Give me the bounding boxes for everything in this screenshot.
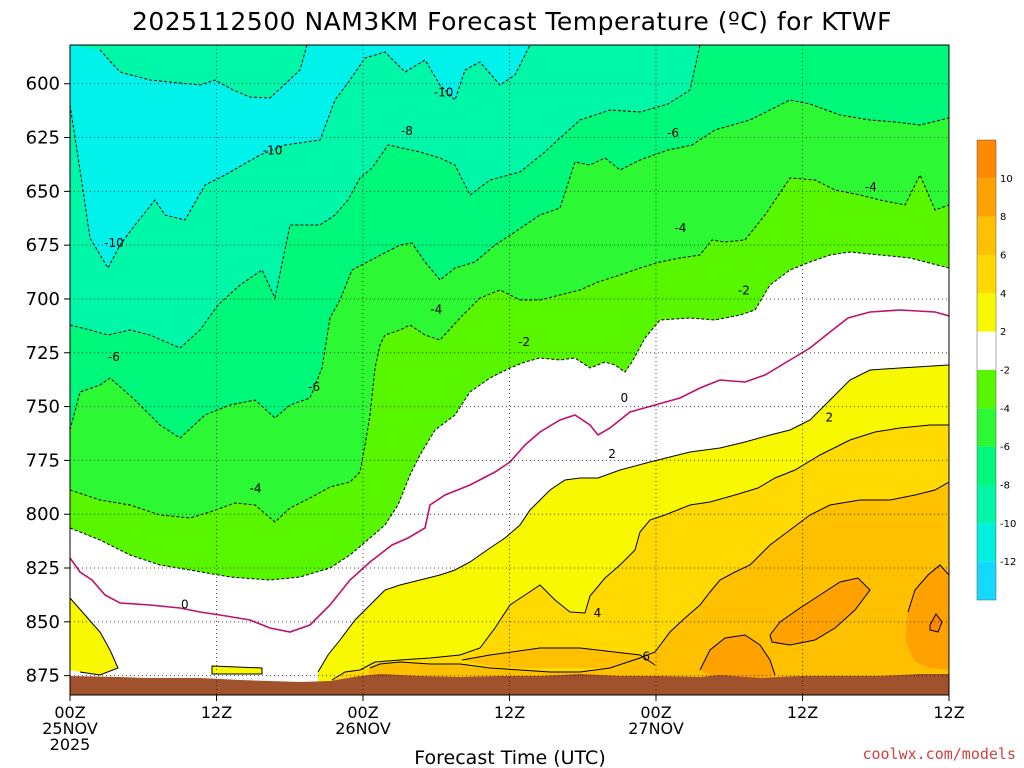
y-tick-label: 600	[26, 74, 60, 95]
colorbar-tick-label: 4	[1000, 289, 1006, 300]
colorbar-tick-label: -6	[1000, 442, 1010, 453]
colorbar-segment	[977, 561, 996, 600]
contour-label: -10	[263, 143, 283, 157]
contour-label: -4	[674, 221, 686, 235]
contour-label: -8	[401, 124, 413, 138]
x-tick-label: 00Z	[640, 703, 671, 722]
contour-label: 0	[620, 391, 628, 405]
colorbar-tick-label: -12	[1000, 557, 1016, 568]
solid-contours	[70, 364, 949, 681]
x-tick-label: 12Z	[933, 703, 964, 722]
colorbar-segment	[977, 485, 996, 524]
zero-isotherm	[70, 309, 949, 633]
x-tick-label: 27NOV	[628, 719, 684, 738]
contour-label: -4	[250, 481, 262, 495]
contour-label: -2	[518, 335, 530, 349]
grid-lines	[70, 45, 949, 695]
colorbar-segment	[977, 255, 996, 294]
contour-label: -6	[108, 350, 120, 364]
contour-label: -4	[865, 180, 877, 194]
colorbar-tick-label: -8	[1000, 481, 1010, 492]
colorbar-frame	[976, 139, 997, 601]
colorbar-segment	[977, 408, 996, 447]
colorbar-segment	[977, 216, 996, 255]
colorbar-tick-label: -4	[1000, 404, 1010, 415]
contour-label: 0	[181, 598, 189, 612]
colorbar-tick-label: 8	[1000, 212, 1006, 223]
y-axis: 600 625 650 675 700 725 750 775 800 825 850 875	[26, 74, 70, 687]
colorbar-segment	[977, 178, 996, 217]
y-tick-label: 725	[26, 343, 60, 364]
colorbar-tick-label: -2	[1000, 366, 1010, 377]
y-tick-label: 875	[26, 666, 60, 687]
x-tick-label: 25NOV	[42, 719, 98, 738]
contour-label: -10	[104, 236, 124, 250]
contour-label: -4	[430, 303, 442, 317]
contour-label: 6	[642, 649, 650, 663]
y-tick-label: 625	[26, 128, 60, 149]
x-tick-label: 2025	[50, 735, 91, 754]
dashed-contours	[70, 45, 949, 581]
x-tick-label: 12Z	[787, 703, 818, 722]
x-tick-label: 26NOV	[335, 719, 391, 738]
band-8-to-10	[700, 565, 949, 680]
contour-label: 2	[826, 410, 834, 424]
colorbar-segment	[977, 293, 996, 332]
colorbar-tick-label: 10	[1000, 174, 1013, 185]
y-tick-label: 650	[26, 181, 60, 202]
credit-text: coolwx.com/models	[862, 745, 1016, 763]
x-tick-label: 12Z	[201, 703, 232, 722]
colorbar-tick-label: 6	[1000, 251, 1006, 262]
contour-label: 4	[594, 606, 602, 620]
x-tick-label: 12Z	[494, 703, 525, 722]
colorbar-segment	[977, 446, 996, 485]
terrain-surface	[70, 674, 949, 695]
y-tick-label: 700	[26, 289, 60, 310]
contour-label: -6	[308, 380, 320, 394]
contour-label: -2	[738, 283, 750, 297]
y-tick-label: 800	[26, 504, 60, 525]
plot-area: -10 -8 -6 -10 -4 -4 -10 -2 -4 -2 -6 -6 0 2 2 -4 0 4 6	[70, 45, 949, 695]
x-tick-label: 00Z	[54, 703, 85, 722]
contour-labels: -10 -8 -6 -10 -4 -4 -10 -2 -4 -2 -6 -6 0 2 2 -4 0 4 6	[104, 85, 877, 663]
colorbar: 10 8 6 4 2 -2 -4 -6 -8 -10 -12	[976, 139, 1016, 601]
colorbar-segment	[977, 140, 996, 179]
contour-label: -6	[667, 126, 679, 140]
contour-label: -10	[434, 85, 454, 99]
chart-title: 2025112500 NAM3KM Forecast Temperature (…	[132, 7, 892, 36]
y-tick-label: 825	[26, 558, 60, 579]
y-tick-label: 675	[26, 235, 60, 256]
y-tick-label: 775	[26, 450, 60, 471]
contour-label: 2	[608, 447, 616, 461]
x-axis-label: Forecast Time (UTC)	[414, 747, 605, 768]
colorbar-tick-label: -10	[1000, 519, 1016, 530]
colorbar-segment	[977, 523, 996, 562]
x-tick-label: 00Z	[347, 703, 378, 722]
colorbar-segment	[977, 331, 996, 370]
colorbar-tick-label: 2	[1000, 327, 1006, 338]
y-tick-label: 750	[26, 397, 60, 418]
colorbar-segment	[977, 370, 996, 409]
y-tick-label: 850	[26, 612, 60, 633]
